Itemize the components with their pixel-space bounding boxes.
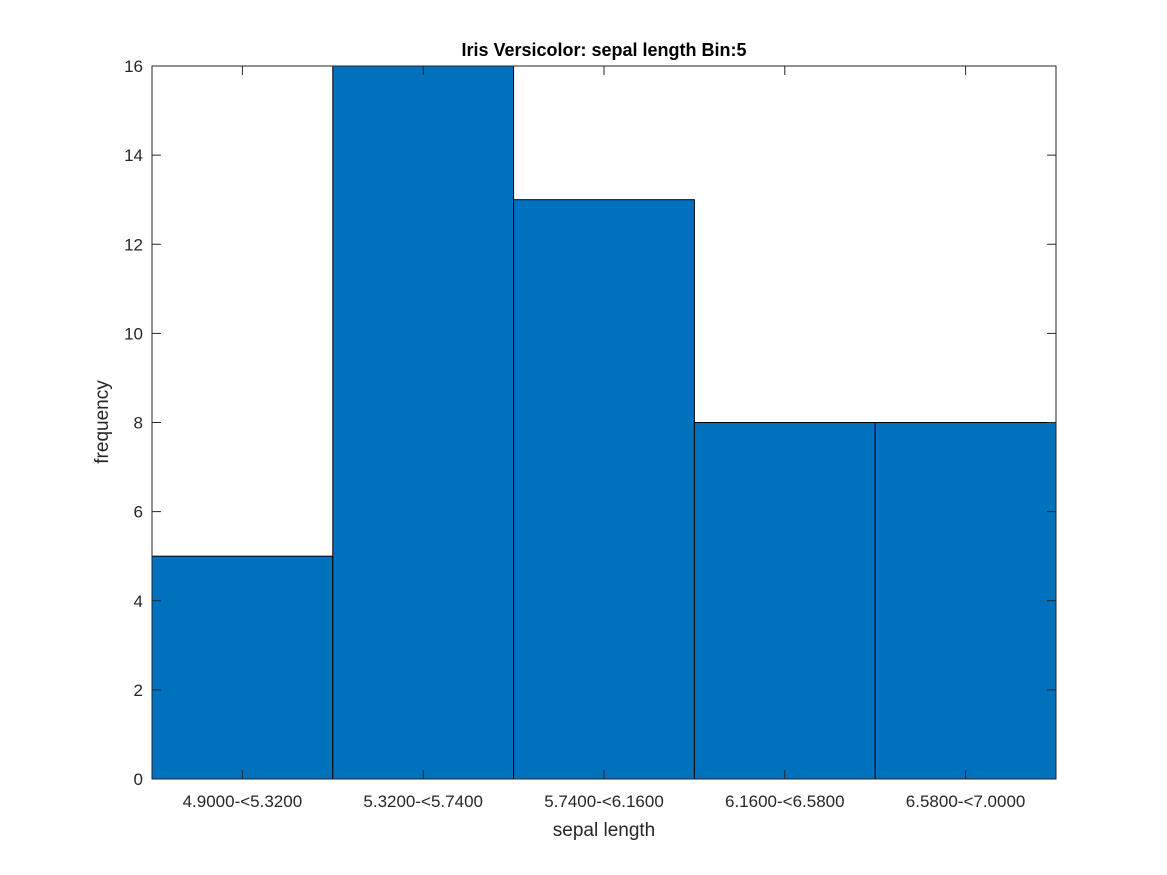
- y-tick-label: 6: [134, 503, 143, 522]
- axes-group: 0 2 4 6 8 10 12 14 16 4.9000-<5.3200 5.3200-<5.740…: [124, 57, 1057, 811]
- bar-6.5800-<7.0000: [874, 422, 1057, 780]
- bar-6.1600-<6.5800: [693, 422, 876, 780]
- chart-title: Iris Versicolor: sepal length Bin:5: [461, 40, 746, 60]
- y-tick-label: 2: [134, 681, 143, 700]
- x-tick-label: 5.3200-<5.7400: [363, 792, 483, 811]
- y-tick-label: 8: [134, 414, 143, 433]
- x-tick-label: 6.5800-<7.0000: [906, 792, 1026, 811]
- bar-5.7400-<6.1600: [513, 199, 695, 780]
- bar-4.9000-<5.3200: [151, 555, 334, 780]
- x-tick-label: 4.9000-<5.3200: [183, 792, 303, 811]
- y-tick-label: 0: [134, 770, 143, 789]
- x-axis-label: sepal length: [553, 820, 655, 841]
- y-tick-label: 12: [124, 235, 143, 254]
- x-tick-label: 5.7400-<6.1600: [544, 792, 664, 811]
- y-tick-label: 14: [124, 146, 143, 165]
- y-axis-label: frequency: [92, 380, 113, 464]
- y-tick-label: 16: [124, 57, 143, 76]
- x-tick-label: 6.1600-<6.5800: [725, 792, 845, 811]
- bar-5.3200-<5.7400: [332, 65, 515, 780]
- y-tick-label: 10: [124, 324, 143, 343]
- bars-group: [151, 65, 1057, 780]
- y-tick-label: 4: [134, 592, 143, 611]
